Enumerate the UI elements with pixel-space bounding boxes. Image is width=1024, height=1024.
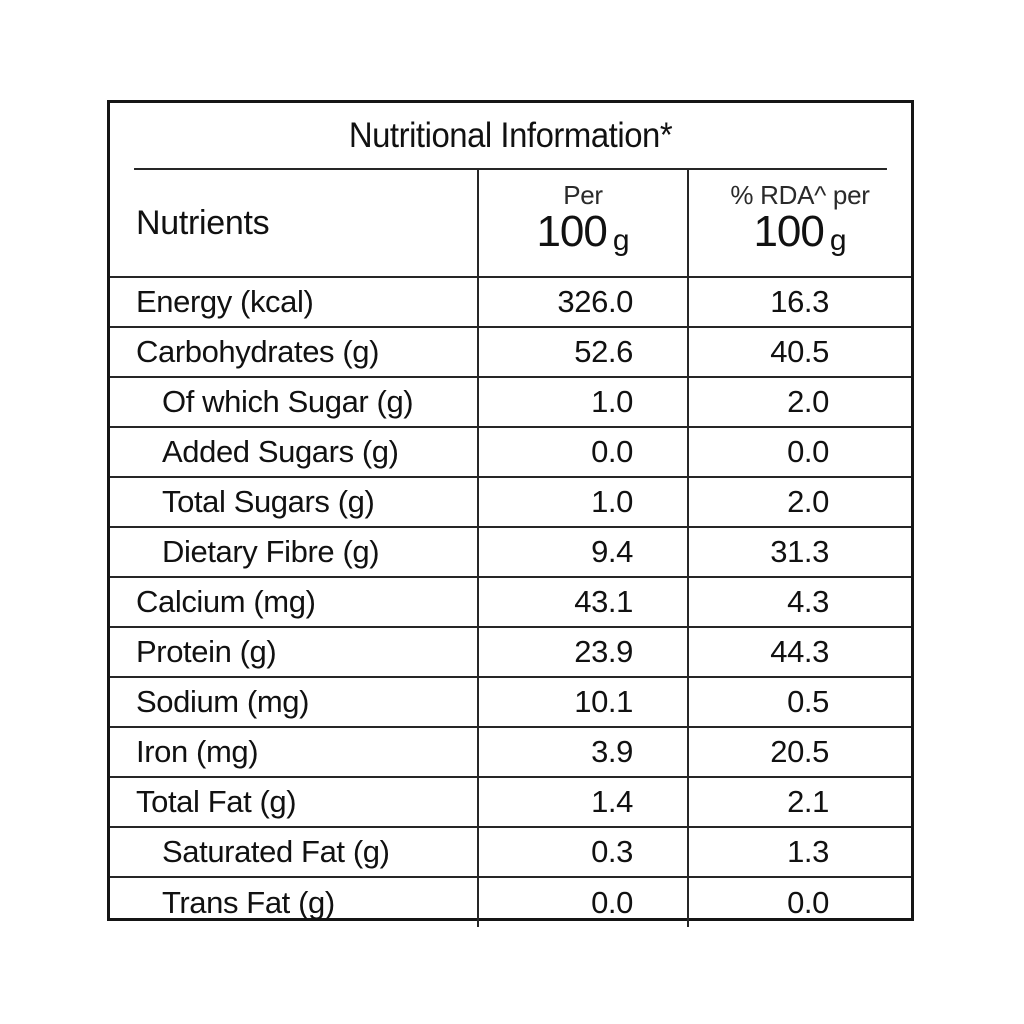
nutrient-name: Of which Sugar (g) <box>110 377 478 428</box>
per-100g-value: 1.0 <box>477 377 688 428</box>
label-title: Nutritional Information* <box>134 103 887 170</box>
rda-value: 2.1 <box>687 777 911 828</box>
table-row: Protein (g) 23.9 44.3 <box>110 627 911 678</box>
per-100g-value: 1.4 <box>477 777 688 828</box>
per-100g-value: 3.9 <box>477 727 688 778</box>
per-100g-value: 10.1 <box>477 677 688 728</box>
table-row: Iron (mg) 3.9 20.5 <box>110 727 911 778</box>
rda-value: 0.0 <box>687 427 911 478</box>
per-100g-value: 0.0 <box>477 427 688 478</box>
nutrient-name: Total Fat (g) <box>110 777 478 828</box>
nutrient-name: Energy (kcal) <box>110 277 478 328</box>
nutrition-table: Nutrients Per 100 g % RDA^ per 100 g Energ… <box>110 170 911 927</box>
rda-value: 2.0 <box>687 477 911 528</box>
table-row: Trans Fat (g) 0.0 0.0 <box>110 877 911 927</box>
per-amount-value: 100 <box>536 207 607 256</box>
rda-value: 0.5 <box>687 677 911 728</box>
per-100g-value: 1.0 <box>477 477 688 528</box>
per-100g-value: 52.6 <box>477 327 688 378</box>
per-100g-value: 0.3 <box>477 827 688 878</box>
table-row: Total Sugars (g) 1.0 2.0 <box>110 477 911 528</box>
table-row: Carbohydrates (g) 52.6 40.5 <box>110 327 911 378</box>
nutrient-name: Dietary Fibre (g) <box>110 527 478 578</box>
per-amount-unit: g <box>612 224 630 257</box>
nutrients-column-header: Nutrients <box>110 170 478 278</box>
rda-value: 0.0 <box>687 877 911 927</box>
per-100g-column-header: Per 100 g <box>477 170 688 278</box>
per-100g-value: 0.0 <box>477 877 688 927</box>
rda-value: 20.5 <box>687 727 911 778</box>
nutrient-name: Sodium (mg) <box>110 677 478 728</box>
nutrient-name: Carbohydrates (g) <box>110 327 478 378</box>
rda-column-header: % RDA^ per 100 g <box>687 170 911 278</box>
nutrient-name: Saturated Fat (g) <box>110 827 478 878</box>
rda-value: 44.3 <box>687 627 911 678</box>
table-header-row: Nutrients Per 100 g % RDA^ per 100 g <box>110 170 911 278</box>
per-100g-value: 326.0 <box>477 277 688 328</box>
table-row: Sodium (mg) 10.1 0.5 <box>110 677 911 728</box>
table-row: Dietary Fibre (g) 9.4 31.3 <box>110 527 911 578</box>
nutrient-name: Protein (g) <box>110 627 478 678</box>
nutrient-name: Total Sugars (g) <box>110 477 478 528</box>
per-100g-value: 43.1 <box>477 577 688 628</box>
table-row: Added Sugars (g) 0.0 0.0 <box>110 427 911 478</box>
per-amount: 100 g <box>479 209 687 265</box>
nutrient-name: Trans Fat (g) <box>162 884 335 920</box>
nutrient-name: Iron (mg) <box>110 727 478 778</box>
rda-value: 1.3 <box>687 827 911 878</box>
per-100g-value: 23.9 <box>477 627 688 678</box>
per-label: Per <box>563 180 603 210</box>
rda-amount-unit: g <box>829 224 847 257</box>
table-row: Calcium (mg) 43.1 4.3 <box>110 577 911 628</box>
table-row: Of which Sugar (g) 1.0 2.0 <box>110 377 911 428</box>
rda-value: 40.5 <box>687 327 911 378</box>
rda-amount-value: 100 <box>753 207 824 256</box>
rda-amount: 100 g <box>689 209 911 265</box>
rda-value: 16.3 <box>687 277 911 328</box>
table-row: Saturated Fat (g) 0.3 1.3 <box>110 827 911 878</box>
table-row: Energy (kcal) 326.0 16.3 <box>110 277 911 328</box>
nutrition-label: Nutritional Information* Nutrients Per 1… <box>107 100 914 927</box>
rda-label: % RDA^ per <box>730 180 870 210</box>
nutrient-name: Added Sugars (g) <box>110 427 478 478</box>
table-row: Total Fat (g) 1.4 2.1 <box>110 777 911 828</box>
rda-value: 2.0 <box>687 377 911 428</box>
rda-value: 31.3 <box>687 527 911 578</box>
per-100g-value: 9.4 <box>477 527 688 578</box>
rda-value: 4.3 <box>687 577 911 628</box>
nutrient-name: Calcium (mg) <box>110 577 478 628</box>
